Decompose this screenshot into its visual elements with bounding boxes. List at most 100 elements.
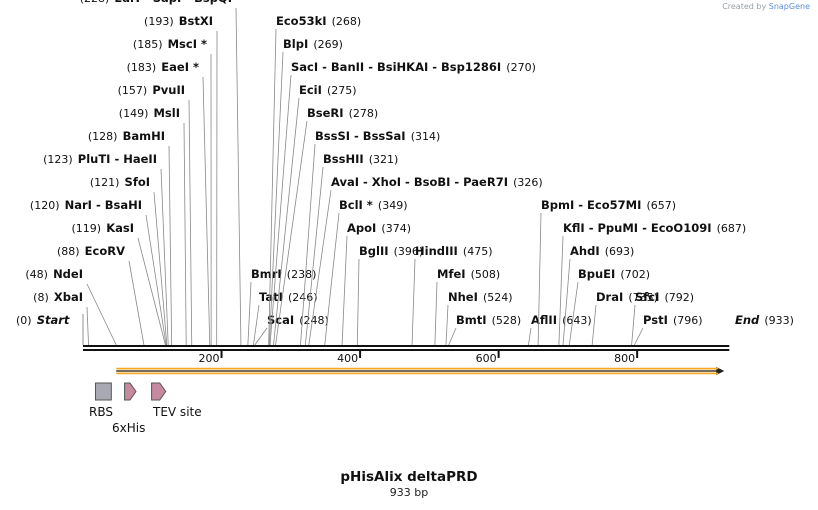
enzyme-name: BssHII <box>323 152 364 166</box>
leader-BclI <box>324 212 340 346</box>
site-label-EciI: EciI (275) <box>299 83 357 97</box>
enzyme-name: AhdI <box>570 244 600 258</box>
enzyme-name: BssSI <box>315 129 350 143</box>
enzyme-name: EcoRV <box>85 244 125 258</box>
enzyme-name: MslI <box>153 106 180 120</box>
site-label-text: Eco53kI (268) <box>276 10 361 29</box>
site-label-BmrI: BmrI (238) <box>251 267 317 281</box>
enzyme-name: - SapI <box>140 0 181 5</box>
site-label-EarI: (228) EarI - SapI - BspQI <box>80 0 232 5</box>
site-label-text: ApoI (374) <box>347 217 411 236</box>
site-position: (657) <box>646 199 676 212</box>
end-position: (0) <box>16 314 32 327</box>
site-label-MslI: (149) MslI <box>119 102 180 121</box>
site-position: (185) <box>133 38 163 51</box>
enzyme-name: SacI <box>291 60 318 74</box>
enzyme-name: AflII <box>531 313 557 327</box>
site-label-MscI: (185) MscI * <box>133 33 207 52</box>
start-label: (0) Start <box>16 309 70 328</box>
site-label-text: PstI (796) <box>643 309 703 328</box>
site-label-text: BssSI - BssSaI (314) <box>315 125 440 144</box>
site-position: (326) <box>513 176 543 189</box>
snapgene-logo: SnapGene <box>768 2 810 11</box>
leader-MfeI <box>434 281 438 346</box>
enzyme-name: PluTI <box>78 152 111 166</box>
leader-NdeI <box>86 283 117 346</box>
leader-NarI <box>145 214 167 346</box>
end-name: Start <box>37 313 70 327</box>
site-position: (275) <box>327 84 357 97</box>
site-label-PvuII: (157) PvuII <box>118 83 185 97</box>
site-position: (693) <box>605 245 635 258</box>
site-label-text: (185) MscI * <box>133 33 207 52</box>
leader-TatI <box>253 304 260 346</box>
enzyme-name: - BanII <box>318 60 364 74</box>
site-position: (269) <box>313 38 343 51</box>
enzyme-name: SfcI <box>635 290 659 304</box>
enzyme-name: HindIII <box>415 244 458 258</box>
leader-DraI <box>591 304 597 346</box>
leader-MslI <box>183 122 187 346</box>
site-position: (119) <box>72 222 102 235</box>
leader-EarI <box>235 7 242 346</box>
site-label-HindIII: HindIII (475) <box>415 244 493 258</box>
site-position: (8) <box>33 291 49 304</box>
enzyme-name: Eco53kI <box>276 14 327 28</box>
site-label-MfeI: MfeI (508) <box>437 267 501 281</box>
enzyme-name: - Bsp1286I <box>428 60 501 74</box>
site-label-BssSI: BssSI - BssSaI (314) <box>315 125 440 144</box>
leader-SfcI <box>631 304 636 346</box>
enzyme-name: SfoI <box>125 175 150 189</box>
site-label-text: (48) NdeI <box>25 263 83 282</box>
enzyme-name: EaeI * <box>161 60 199 74</box>
end-label: End (933) <box>735 309 794 328</box>
site-label-text: (149) MslI <box>119 102 180 121</box>
feature-label-tevsite: TEV site <box>152 405 202 419</box>
end-name: End <box>735 313 760 327</box>
site-label-NarI: (120) NarI - BsaHI <box>30 198 142 212</box>
site-label-EcoRV: (88) EcoRV <box>57 240 125 259</box>
enzyme-name: BmrI <box>251 267 282 281</box>
leader-BpmI <box>537 212 542 346</box>
site-position: (128) <box>88 130 118 143</box>
scale-tick-label-800: 800 <box>614 352 635 365</box>
enzyme-name: KflI <box>563 221 585 235</box>
enzyme-name: - BsaHI <box>92 198 142 212</box>
site-label-TatI: TatI (246) <box>259 290 318 304</box>
enzyme-name: BclI * <box>339 198 373 212</box>
enzyme-name: ScaI <box>267 313 294 327</box>
site-label-text: (183) EaeI * <box>127 56 199 75</box>
snapgene-credit: Created by SnapGene <box>722 2 810 11</box>
site-position: (238) <box>287 268 317 281</box>
site-label-EaeI: (183) EaeI * <box>127 56 199 75</box>
leader-ScaI <box>254 327 268 346</box>
leader-BamHI <box>168 145 173 346</box>
enzyme-name: NarI <box>65 198 92 212</box>
feature-label-6xhis: 6xHis <box>112 421 145 435</box>
leader-XbaI <box>86 306 89 346</box>
site-label-AvaI: AvaI - XhoI - BsoBI - PaeR7I (326) <box>331 175 543 189</box>
leader-AvaI <box>308 189 332 346</box>
enzyme-name: NdeI <box>53 267 83 281</box>
site-position: (278) <box>349 107 379 120</box>
leader-HindIII <box>411 258 416 346</box>
site-label-text: DraI (735) <box>596 286 658 305</box>
leader-SfoI <box>153 191 168 346</box>
site-label-text: SfcI (792) <box>635 286 694 305</box>
site-position: (246) <box>288 291 318 304</box>
site-label-text: (88) EcoRV <box>57 240 125 259</box>
site-position: (120) <box>30 199 60 212</box>
site-label-NdeI: (48) NdeI <box>25 263 83 282</box>
site-label-PstI: PstI (796) <box>643 309 703 328</box>
site-label-text: (128) BamHI <box>88 125 165 144</box>
site-position: (228) <box>80 0 110 5</box>
site-position: (508) <box>471 268 501 281</box>
site-label-text: (119) KasI <box>72 217 134 236</box>
site-position: (374) <box>381 222 411 235</box>
leader-EciI <box>273 97 300 346</box>
site-label-DraI: DraI (735) <box>596 286 658 305</box>
site-label-text: BpuEI (702) <box>578 263 650 282</box>
site-position: (123) <box>43 153 73 166</box>
site-label-KasI: (119) KasI <box>72 217 134 236</box>
